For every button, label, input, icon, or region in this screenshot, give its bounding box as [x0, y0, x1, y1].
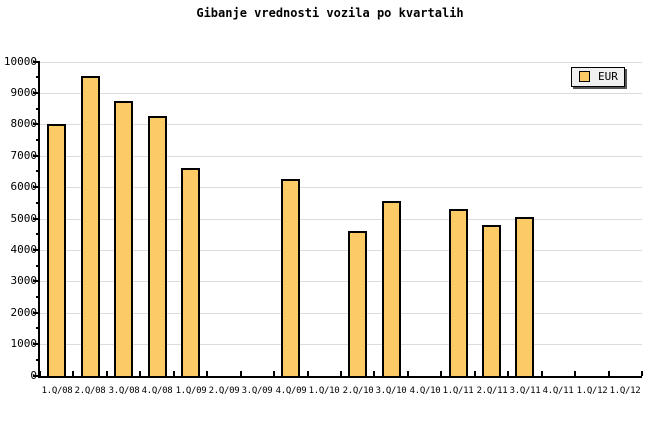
y-tick-major — [33, 61, 40, 63]
gridline — [40, 124, 642, 125]
x-tick — [507, 371, 509, 376]
x-axis-label: 4.Q/09 — [275, 386, 307, 396]
x-axis-label: 1.Q/10 — [308, 386, 340, 396]
y-axis-label: 7000 — [10, 149, 38, 162]
x-tick — [206, 371, 208, 376]
x-axis — [38, 376, 642, 378]
x-axis-label: 2.Q/09 — [208, 386, 240, 396]
x-tick — [173, 371, 175, 376]
gridline — [40, 281, 642, 282]
gridline — [40, 62, 642, 63]
x-tick — [340, 371, 342, 376]
y-tick-major — [33, 343, 40, 345]
bar-12 — [449, 209, 468, 377]
gridline — [40, 313, 642, 314]
x-axis-label: 3.Q/11 — [509, 386, 541, 396]
x-axis-label: 1.Q/12 — [609, 386, 641, 396]
x-axis-label: 3.Q/10 — [375, 386, 407, 396]
gridline — [40, 93, 642, 94]
y-tick-major — [33, 280, 40, 282]
y-axis-label: 10000 — [3, 55, 37, 68]
y-tick-minor — [36, 233, 40, 235]
x-axis-label: 2.Q/08 — [74, 386, 106, 396]
y-tick-major — [33, 218, 40, 220]
y-axis-label: 9000 — [10, 86, 38, 99]
bar-0 — [47, 124, 66, 377]
y-tick-major — [33, 186, 40, 188]
gridline — [40, 344, 642, 345]
y-tick-major — [33, 249, 40, 251]
bar-1 — [81, 76, 100, 378]
y-tick-major — [33, 375, 40, 377]
bar-10 — [382, 201, 401, 377]
x-tick — [641, 371, 643, 376]
y-tick-minor — [36, 202, 40, 204]
y-tick-minor — [36, 359, 40, 361]
x-tick — [474, 371, 476, 376]
y-tick-minor — [36, 170, 40, 172]
x-axis-label: 1.Q/09 — [175, 386, 207, 396]
y-axis-label: 1000 — [10, 337, 38, 350]
legend-swatch-eur — [579, 71, 590, 82]
bar-3 — [148, 116, 167, 377]
y-axis-label: 4000 — [10, 243, 38, 256]
y-tick-minor — [36, 327, 40, 329]
y-axis-label: 0 — [30, 369, 37, 382]
x-tick — [307, 371, 309, 376]
y-axis — [38, 62, 40, 378]
x-tick — [240, 371, 242, 376]
y-axis-label: 2000 — [10, 306, 38, 319]
gridline — [40, 156, 642, 157]
x-axis-label: 4.Q/10 — [409, 386, 441, 396]
x-axis-label: 1.Q/12 — [576, 386, 608, 396]
x-axis-label: 4.Q/08 — [141, 386, 173, 396]
x-tick — [574, 371, 576, 376]
x-tick — [72, 371, 74, 376]
y-tick-minor — [36, 265, 40, 267]
x-tick — [273, 371, 275, 376]
x-tick — [39, 371, 41, 376]
x-axis-label: 2.Q/11 — [476, 386, 508, 396]
gridline — [40, 250, 642, 251]
x-tick — [373, 371, 375, 376]
bar-14 — [515, 217, 534, 378]
x-tick — [541, 371, 543, 376]
x-tick — [106, 371, 108, 376]
x-tick — [139, 371, 141, 376]
y-tick-minor — [36, 108, 40, 110]
y-tick-major — [33, 123, 40, 125]
y-tick-minor — [36, 76, 40, 78]
bar-13 — [482, 225, 501, 378]
chart-title: Gibanje vrednosti vozila po kvartalih — [196, 6, 464, 20]
y-axis-label: 6000 — [10, 180, 38, 193]
bar-2 — [114, 101, 133, 378]
x-axis-label: 4.Q/11 — [542, 386, 574, 396]
bar-7 — [281, 179, 300, 377]
y-tick-major — [33, 155, 40, 157]
gridline — [40, 219, 642, 220]
y-axis-label: 8000 — [10, 117, 38, 130]
legend: EUR — [571, 67, 625, 87]
x-axis-label: 3.Q/09 — [241, 386, 273, 396]
x-axis-label: 3.Q/08 — [108, 386, 140, 396]
bar-9 — [348, 231, 367, 377]
y-tick-major — [33, 312, 40, 314]
x-tick — [608, 371, 610, 376]
x-tick — [407, 371, 409, 376]
legend-label: EUR — [598, 70, 618, 83]
y-axis-label: 3000 — [10, 274, 38, 287]
gridline — [40, 187, 642, 188]
x-tick — [440, 371, 442, 376]
y-tick-major — [33, 92, 40, 94]
bar-4 — [181, 168, 200, 377]
y-tick-minor — [36, 139, 40, 141]
y-axis-label: 5000 — [10, 212, 38, 225]
x-axis-label: 2.Q/10 — [342, 386, 374, 396]
x-axis-label: 1.Q/11 — [442, 386, 474, 396]
x-axis-label: 1.Q/08 — [41, 386, 73, 396]
y-tick-minor — [36, 296, 40, 298]
